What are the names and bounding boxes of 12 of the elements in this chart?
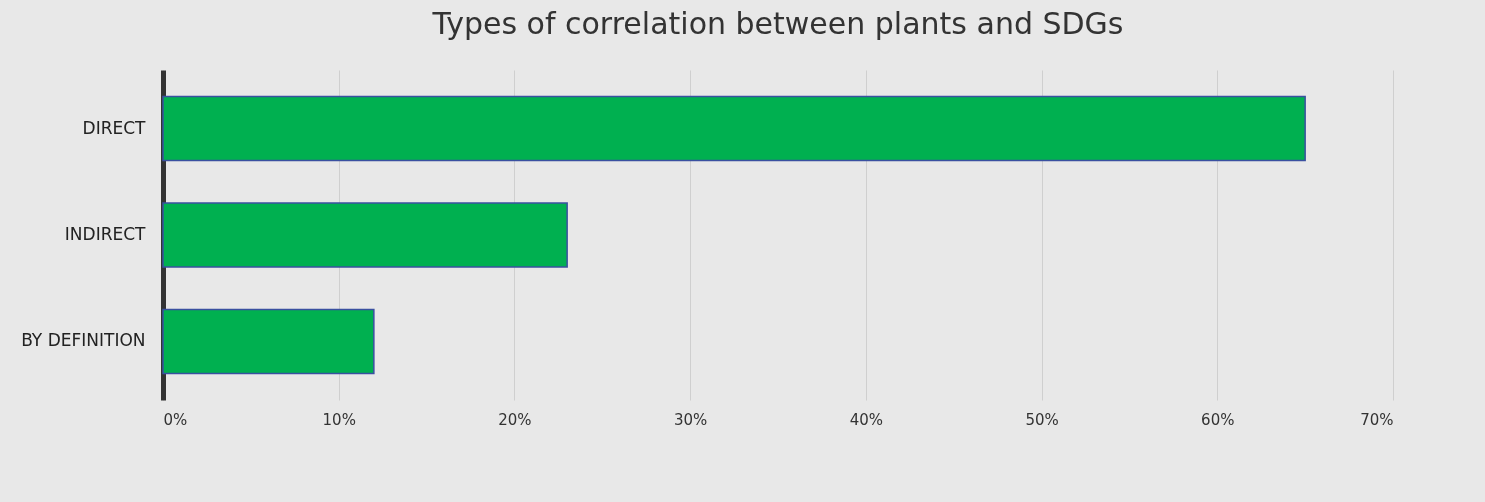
y-tick-label: INDIRECT: [64, 224, 147, 244]
x-tick-label: 10%: [322, 410, 356, 429]
x-tick-label: 60%: [1201, 410, 1235, 429]
y-tick-label: DIRECT: [82, 117, 147, 138]
chart-title: Types of correlation between plants and SDGs: [431, 6, 1124, 41]
x-tick-label: 50%: [1025, 410, 1059, 429]
x-tick-label: 30%: [673, 410, 708, 429]
x-tick-label: 0%: [163, 410, 188, 429]
x-tick-label: 40%: [849, 410, 884, 429]
y-tick-label: BY DEFINITION: [21, 330, 146, 351]
x-tick-label: 70%: [1360, 410, 1394, 429]
x-tick-label: 20%: [498, 410, 532, 429]
